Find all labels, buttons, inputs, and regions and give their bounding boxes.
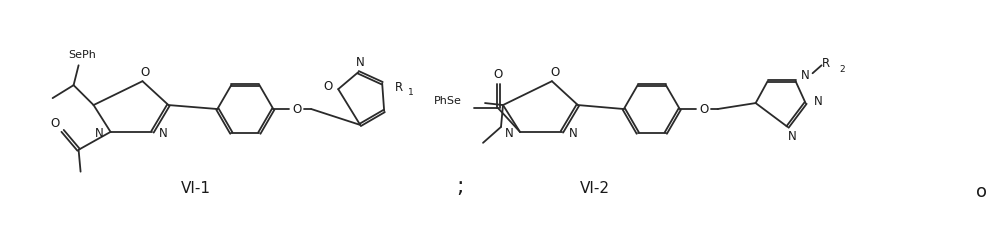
Text: R: R: [395, 81, 403, 94]
Text: N: N: [788, 130, 797, 143]
Text: ;: ;: [456, 177, 464, 197]
Text: PhSe: PhSe: [434, 96, 462, 106]
Text: VI-2: VI-2: [580, 181, 610, 196]
Text: 1: 1: [408, 88, 414, 97]
Text: O: O: [293, 103, 302, 116]
Text: O: O: [141, 66, 150, 79]
Text: VI-1: VI-1: [180, 181, 210, 196]
Text: N: N: [814, 95, 823, 108]
Text: O: O: [699, 103, 708, 116]
Text: N: N: [505, 127, 513, 140]
Text: O: O: [493, 68, 503, 81]
Text: N: N: [159, 127, 168, 140]
Text: SePh: SePh: [69, 50, 97, 60]
Text: o: o: [976, 183, 987, 200]
Text: 2: 2: [840, 65, 845, 74]
Text: R: R: [821, 57, 830, 70]
Text: N: N: [801, 69, 810, 82]
Text: N: N: [95, 127, 104, 140]
Text: O: O: [550, 66, 560, 79]
Text: O: O: [324, 80, 333, 93]
Text: N: N: [569, 127, 577, 140]
Text: N: N: [356, 56, 365, 69]
Text: O: O: [50, 117, 59, 131]
